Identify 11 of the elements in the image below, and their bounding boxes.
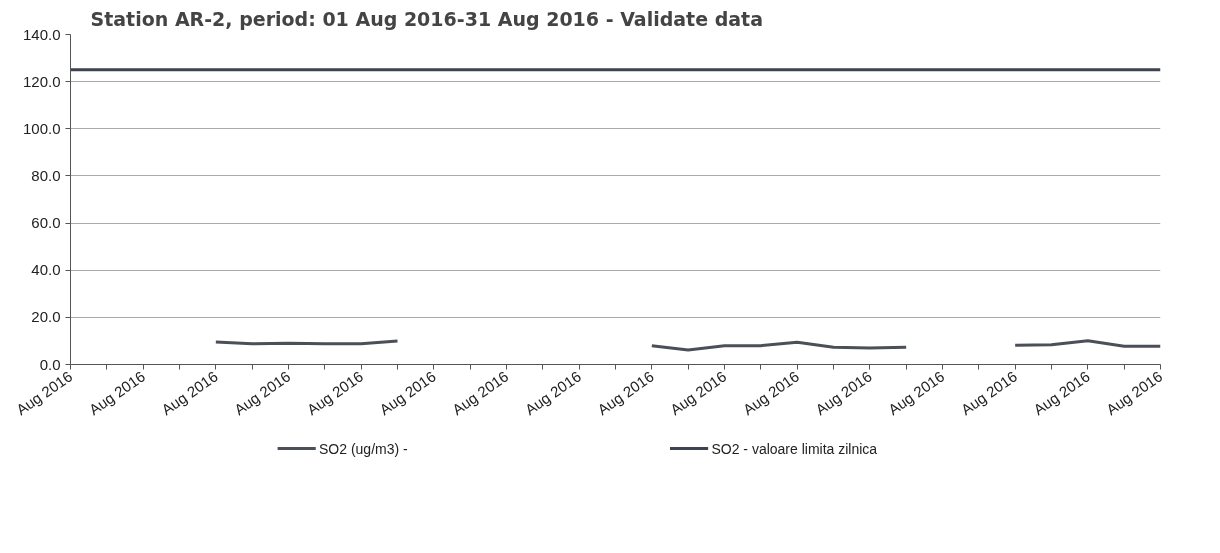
y-tick-label: 120.0 [22,72,61,90]
y-tick-label: 60.0 [31,214,61,232]
y-tick-label: 140.0 [22,25,61,43]
y-tick-label: 40.0 [31,261,61,279]
y-tick-label: 0.0 [39,355,61,373]
legend-label: SO2 - valoare limita zilnica [711,440,878,457]
y-tick-label: 80.0 [31,166,61,184]
legend-label: SO2 (ug/m3) - [319,440,409,457]
y-tick-label: 20.0 [31,308,61,326]
y-tick-label: 100.0 [22,119,61,137]
chart-title: Station AR-2, period: 01 Aug 2016-31 Aug 2016 - Validate data [90,7,763,30]
